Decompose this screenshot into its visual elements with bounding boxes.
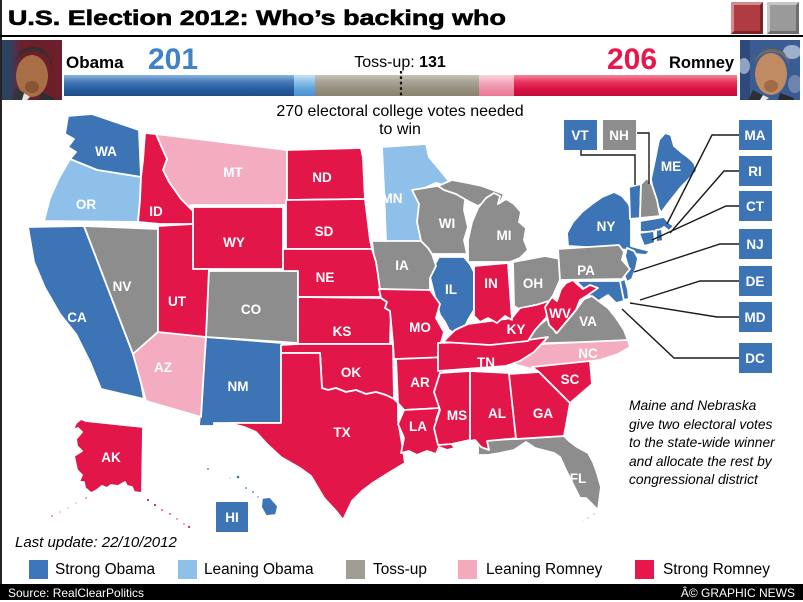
svg-text:KY: KY (507, 322, 526, 337)
svg-text:MA: MA (745, 128, 766, 143)
svg-text:NJ: NJ (746, 237, 763, 252)
svg-text:LA: LA (409, 419, 427, 434)
svg-text:MO: MO (409, 320, 431, 335)
svg-text:WI: WI (439, 216, 456, 231)
svg-text:CA: CA (67, 310, 87, 325)
svg-text:VT: VT (571, 128, 589, 143)
svg-text:DE: DE (746, 274, 765, 289)
svg-text:AZ: AZ (154, 360, 172, 375)
svg-text:PA: PA (577, 263, 595, 278)
svg-text:FL: FL (570, 471, 587, 486)
svg-text:AK: AK (101, 450, 121, 465)
svg-text:IN: IN (484, 276, 498, 291)
svg-text:NH: NH (609, 128, 629, 143)
svg-text:MS: MS (447, 408, 467, 423)
svg-text:SC: SC (561, 372, 580, 387)
svg-text:VA: VA (579, 314, 597, 329)
svg-text:IA: IA (395, 258, 409, 273)
svg-text:OH: OH (523, 276, 543, 291)
svg-text:ND: ND (312, 170, 332, 185)
svg-text:WV: WV (549, 306, 571, 321)
svg-text:MT: MT (223, 165, 243, 180)
svg-text:GA: GA (533, 406, 554, 421)
svg-text:TN: TN (477, 355, 495, 370)
svg-text:WY: WY (223, 235, 245, 250)
svg-text:NM: NM (228, 379, 249, 394)
svg-text:UT: UT (168, 294, 187, 309)
svg-text:AL: AL (488, 406, 506, 421)
svg-text:TX: TX (333, 425, 350, 440)
svg-text:IL: IL (445, 282, 457, 297)
svg-text:KS: KS (333, 324, 352, 339)
svg-text:MD: MD (745, 310, 766, 325)
svg-text:MI: MI (497, 228, 512, 243)
svg-text:OK: OK (341, 365, 362, 380)
svg-text:MN: MN (382, 191, 403, 206)
svg-text:SD: SD (315, 224, 334, 239)
svg-text:NY: NY (597, 219, 616, 234)
svg-text:AR: AR (410, 375, 430, 390)
svg-text:OR: OR (76, 197, 97, 212)
svg-text:WA: WA (95, 144, 117, 159)
svg-text:DC: DC (745, 351, 765, 366)
svg-text:NV: NV (113, 279, 132, 294)
svg-text:NC: NC (578, 346, 598, 361)
svg-text:NE: NE (316, 270, 335, 285)
svg-text:CT: CT (746, 199, 765, 214)
svg-text:ME: ME (661, 159, 681, 174)
svg-text:ID: ID (149, 204, 163, 219)
svg-text:CO: CO (241, 302, 261, 317)
svg-text:HI: HI (225, 510, 239, 525)
svg-text:RI: RI (748, 164, 762, 179)
